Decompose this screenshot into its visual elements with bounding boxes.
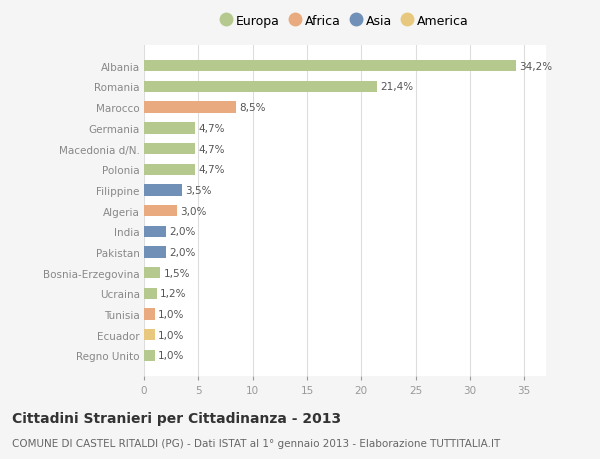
Text: 1,0%: 1,0%	[158, 309, 184, 319]
Text: Cittadini Stranieri per Cittadinanza - 2013: Cittadini Stranieri per Cittadinanza - 2…	[12, 411, 341, 425]
Bar	[144, 350, 155, 361]
Text: 1,0%: 1,0%	[158, 330, 184, 340]
Bar	[144, 102, 236, 113]
Text: 2,0%: 2,0%	[169, 247, 196, 257]
Bar	[144, 206, 176, 217]
Bar	[144, 185, 182, 196]
Text: 8,5%: 8,5%	[239, 103, 266, 113]
Bar	[144, 309, 155, 320]
Text: 21,4%: 21,4%	[380, 82, 413, 92]
Text: 3,0%: 3,0%	[180, 206, 206, 216]
Bar	[144, 164, 195, 175]
Text: 1,2%: 1,2%	[160, 289, 187, 299]
Bar	[144, 268, 160, 279]
Text: 4,7%: 4,7%	[199, 144, 225, 154]
Text: 3,5%: 3,5%	[185, 185, 212, 196]
Bar	[144, 247, 166, 258]
Bar	[144, 330, 155, 341]
Bar	[144, 288, 157, 299]
Bar	[144, 226, 166, 237]
Text: 34,2%: 34,2%	[519, 62, 552, 72]
Text: 1,5%: 1,5%	[164, 268, 190, 278]
Bar	[144, 144, 195, 155]
Text: 2,0%: 2,0%	[169, 227, 196, 237]
Bar	[144, 61, 515, 72]
Legend: Europa, Africa, Asia, America: Europa, Africa, Asia, America	[218, 12, 472, 30]
Text: 1,0%: 1,0%	[158, 351, 184, 361]
Bar	[144, 123, 195, 134]
Bar	[144, 82, 377, 93]
Text: 4,7%: 4,7%	[199, 123, 225, 134]
Text: COMUNE DI CASTEL RITALDI (PG) - Dati ISTAT al 1° gennaio 2013 - Elaborazione TUT: COMUNE DI CASTEL RITALDI (PG) - Dati IST…	[12, 438, 500, 448]
Text: 4,7%: 4,7%	[199, 165, 225, 175]
